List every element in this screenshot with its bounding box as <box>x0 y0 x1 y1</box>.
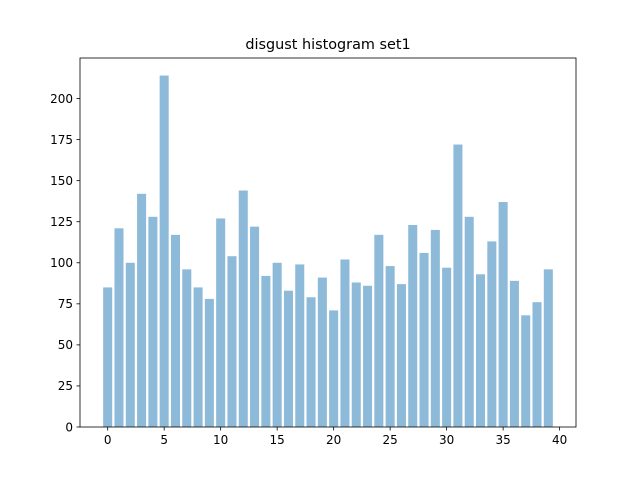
axes-frame <box>79 57 577 428</box>
bar-25 <box>385 266 395 427</box>
bar-39 <box>543 269 553 427</box>
bar-22 <box>351 282 361 427</box>
y-tick-label: 75 <box>58 297 73 311</box>
bar-27 <box>408 225 418 427</box>
bar-19 <box>317 277 327 427</box>
bar-35 <box>498 202 508 427</box>
x-tick-label: 40 <box>552 433 567 447</box>
y-tick-label: 125 <box>50 215 73 229</box>
bar-26 <box>396 284 406 427</box>
y-tick-label: 150 <box>50 174 73 188</box>
bar-36 <box>509 280 519 427</box>
bar-15 <box>272 262 282 427</box>
bar-6 <box>170 234 180 427</box>
bar-30 <box>442 267 452 427</box>
bar-10 <box>216 218 226 427</box>
bar-17 <box>295 264 305 427</box>
bar-38 <box>532 302 542 427</box>
y-tick-label: 100 <box>50 256 73 270</box>
bar-21 <box>340 259 350 427</box>
x-tick-label: 10 <box>213 433 228 447</box>
bar-37 <box>521 315 531 427</box>
bar-23 <box>363 285 373 427</box>
bar-11 <box>227 256 237 427</box>
bar-13 <box>250 226 260 427</box>
bar-14 <box>261 275 271 427</box>
bar-28 <box>419 252 429 427</box>
bar-16 <box>283 290 293 427</box>
bar-31 <box>453 144 463 428</box>
bar-33 <box>476 274 486 427</box>
x-tick-label: 5 <box>160 433 168 447</box>
bar-5 <box>159 75 169 427</box>
bar-0 <box>103 287 113 427</box>
bar-4 <box>148 216 158 427</box>
bar-1 <box>114 228 124 427</box>
x-tick-label: 0 <box>104 433 112 447</box>
bar-20 <box>329 310 339 427</box>
bar-18 <box>306 297 316 427</box>
y-tick-label: 25 <box>58 379 73 393</box>
x-tick-label: 30 <box>439 433 454 447</box>
axes-layer: 0 5 10 15 20 25 30 35 40 0 25 50 75 100 125 150 175 200 <box>50 57 577 447</box>
bar-32 <box>464 216 474 427</box>
x-tick-label: 15 <box>270 433 285 447</box>
bar-2 <box>125 262 135 427</box>
x-tick-label: 35 <box>495 433 510 447</box>
bar-8 <box>193 287 203 427</box>
bar-24 <box>374 234 384 427</box>
x-tick-label: 20 <box>326 433 341 447</box>
y-tick-label: 200 <box>50 92 73 106</box>
y-tick-label: 50 <box>58 338 73 352</box>
x-tick-label: 25 <box>383 433 398 447</box>
bar-9 <box>204 298 214 427</box>
y-tick-label: 0 <box>65 420 73 434</box>
chart-title: disgust histogram set1 <box>245 37 410 53</box>
bars-layer <box>103 75 553 428</box>
bar-29 <box>430 229 440 427</box>
bar-3 <box>137 193 147 427</box>
bar-7 <box>182 269 192 427</box>
y-tick-label: 175 <box>50 133 73 147</box>
bar-12 <box>238 190 248 427</box>
bar-34 <box>487 241 497 427</box>
